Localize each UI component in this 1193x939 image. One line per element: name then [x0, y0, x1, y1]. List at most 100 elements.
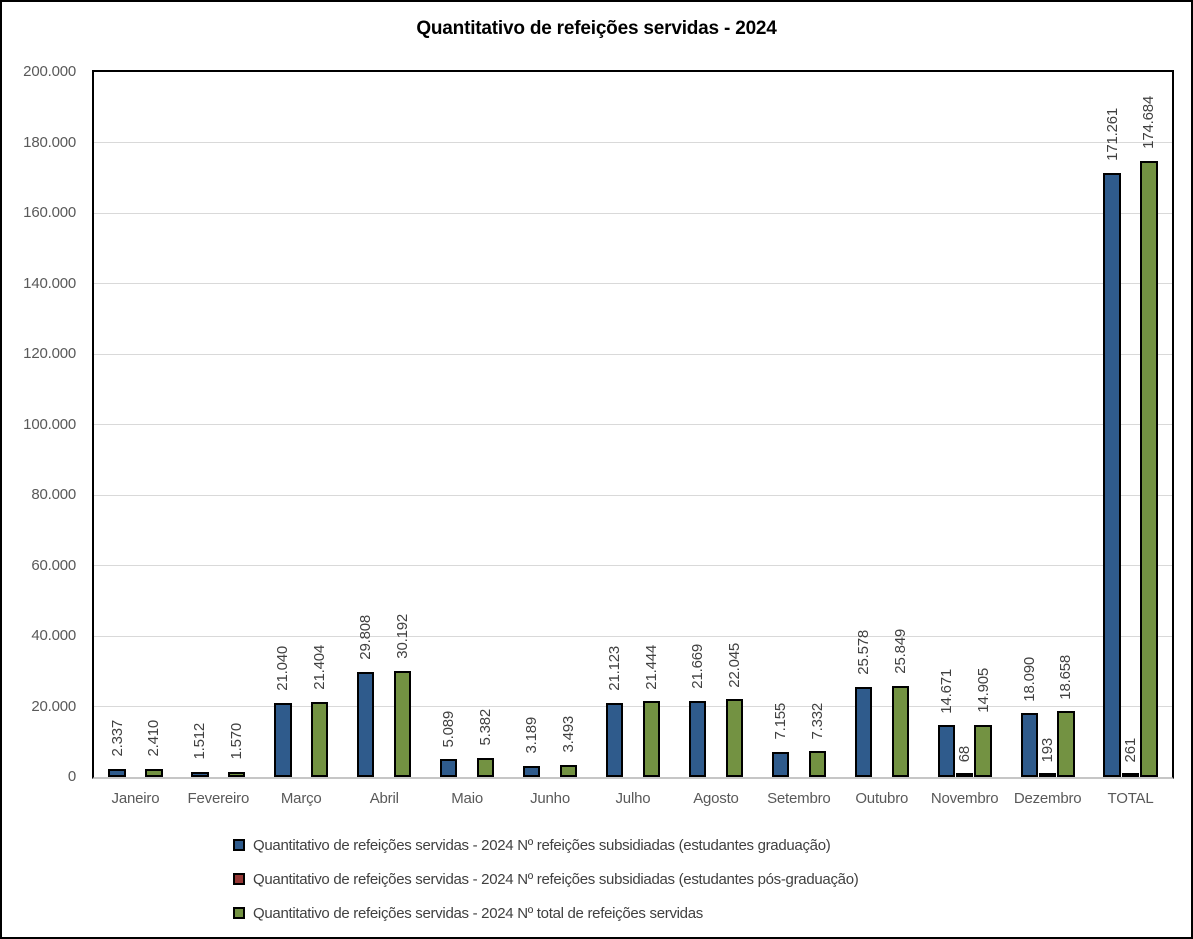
bar	[725, 699, 743, 777]
x-axis-label: Janeiro	[111, 790, 160, 807]
bar-value-label-text: 2.337	[108, 720, 126, 757]
bar-value-label-text: 18.090	[1020, 656, 1038, 702]
bar-value-label: 21.040	[274, 646, 292, 691]
bar-value-label-text: 21.123	[606, 645, 624, 691]
bar-value-label-text: 261	[1121, 737, 1139, 762]
y-axis-label: 80.000	[31, 486, 76, 503]
bar-value-label: 2.410	[145, 720, 163, 757]
y-axis-label: 40.000	[31, 627, 76, 644]
bar	[937, 725, 955, 777]
bar	[605, 702, 624, 777]
legend-row: Quantitativo de refeições servidas - 202…	[233, 828, 858, 862]
bar-value-label-text: 68	[956, 745, 974, 762]
y-axis-label: 60.000	[31, 556, 76, 574]
bar-value-label: 1.570	[228, 723, 246, 760]
bar-value-label-text: 21.040	[274, 646, 292, 691]
legend-marker	[233, 907, 245, 919]
bar-value-label-text: 7.332	[808, 702, 826, 740]
bar	[1038, 773, 1057, 777]
x-axis-label: TOTAL	[1107, 790, 1154, 807]
bar-value-label-text: 21.404	[311, 644, 329, 690]
bar-value-label: 5.382	[476, 709, 494, 746]
x-axis-label: Maio	[451, 790, 483, 807]
bar	[1103, 173, 1121, 777]
legend-label: Quantitativo de refeições servidas - 202…	[253, 870, 859, 888]
gridline	[94, 494, 1172, 496]
bar	[559, 764, 578, 777]
x-axis-label: Novembro	[930, 790, 999, 807]
bar	[1020, 713, 1038, 777]
bar-value-label: 25.578	[854, 630, 872, 675]
x-axis-label: Outubro	[855, 790, 909, 807]
bar-value-label-text: 25.578	[854, 630, 872, 675]
bar-value-label: 68	[956, 746, 974, 762]
bar-value-label: 21.444	[642, 645, 660, 690]
bar-value-label: 18.090	[1020, 657, 1038, 702]
legend-label: Quantitativo de refeições servidas - 202…	[253, 836, 831, 854]
bar-value-label-text: 21.669	[688, 643, 706, 689]
bar-value-label: 2.337	[108, 720, 126, 757]
legend-row: Quantitativo de refeições servidas - 202…	[233, 862, 859, 896]
bar-value-label: 261	[1121, 738, 1139, 762]
y-axis-label: 200.000	[23, 63, 76, 80]
x-axis-label: Setembro	[767, 790, 831, 807]
bar-value-label-text: 21.444	[642, 644, 660, 690]
bar-value-label-text: 5.089	[440, 710, 458, 748]
bar-value-label-text: 30.192	[394, 613, 412, 659]
bar-value-label-text: 3.493	[559, 716, 577, 753]
bar-value-label-text: 22.045	[725, 642, 743, 688]
gridline	[94, 706, 1172, 707]
bar-value-label: 193	[1038, 738, 1056, 762]
bar-value-label: 14.905	[974, 668, 992, 713]
bar-value-label: 5.089	[440, 711, 458, 748]
bar	[393, 670, 412, 777]
bar	[1121, 773, 1140, 777]
bar-value-label-text: 29.808	[357, 615, 375, 660]
x-axis-label: Abril	[369, 790, 399, 807]
bar-value-label-text: 7.155	[771, 703, 789, 740]
y-axis-label: 180.000	[23, 133, 76, 151]
bar	[808, 751, 826, 777]
y-axis-label: 0	[67, 768, 76, 785]
legend-marker	[233, 873, 245, 885]
bar	[357, 671, 375, 777]
bar-value-label-text: 3.189	[523, 717, 541, 754]
bar	[956, 773, 974, 777]
bar	[228, 771, 246, 777]
bar-value-label-text: 171.261	[1103, 108, 1121, 162]
bar-value-label-text: 14.671	[937, 668, 955, 714]
bar	[274, 702, 292, 777]
bar-value-label: 7.155	[771, 703, 789, 740]
y-axis-label: 20.000	[31, 697, 76, 715]
bar-value-label: 3.189	[523, 717, 541, 754]
chart-title: Quantitativo de refeições servidas - 202…	[416, 18, 777, 39]
bar	[476, 758, 495, 777]
bar-value-label: 171.261	[1103, 108, 1121, 161]
bar	[440, 759, 458, 777]
y-axis-label: 160.000	[23, 204, 76, 221]
gridline	[94, 283, 1172, 284]
bar-value-label-text: 14.905	[974, 667, 992, 713]
bar-value-label-text: 5.382	[477, 709, 495, 746]
bar	[1057, 711, 1075, 777]
x-axis-label: Agosto	[693, 790, 739, 807]
bar	[523, 765, 541, 777]
gridline	[94, 565, 1172, 566]
bar-value-label: 21.404	[311, 645, 329, 690]
plot-area: 2.337 2.410 1.512 1.570 21.040 21.404 29.808 30…	[92, 70, 1174, 779]
bar-value-label: 3.493	[559, 716, 577, 753]
bar-value-label: 25.849	[891, 629, 909, 674]
bar-value-label: 174.684	[1140, 96, 1158, 149]
bar	[191, 771, 209, 777]
bar-value-label: 29.808	[357, 615, 375, 660]
bar	[891, 685, 909, 777]
bar-value-label-text: 25.849	[891, 629, 909, 674]
bar-value-label: 14.671	[937, 669, 955, 714]
bar-value-label-text: 2.410	[145, 719, 163, 757]
bar-value-label-text: 193	[1039, 737, 1057, 762]
bar	[108, 768, 126, 777]
bar-value-label: 18.658	[1057, 655, 1075, 700]
bar	[771, 751, 790, 777]
x-axis-label: Junho	[530, 790, 570, 807]
